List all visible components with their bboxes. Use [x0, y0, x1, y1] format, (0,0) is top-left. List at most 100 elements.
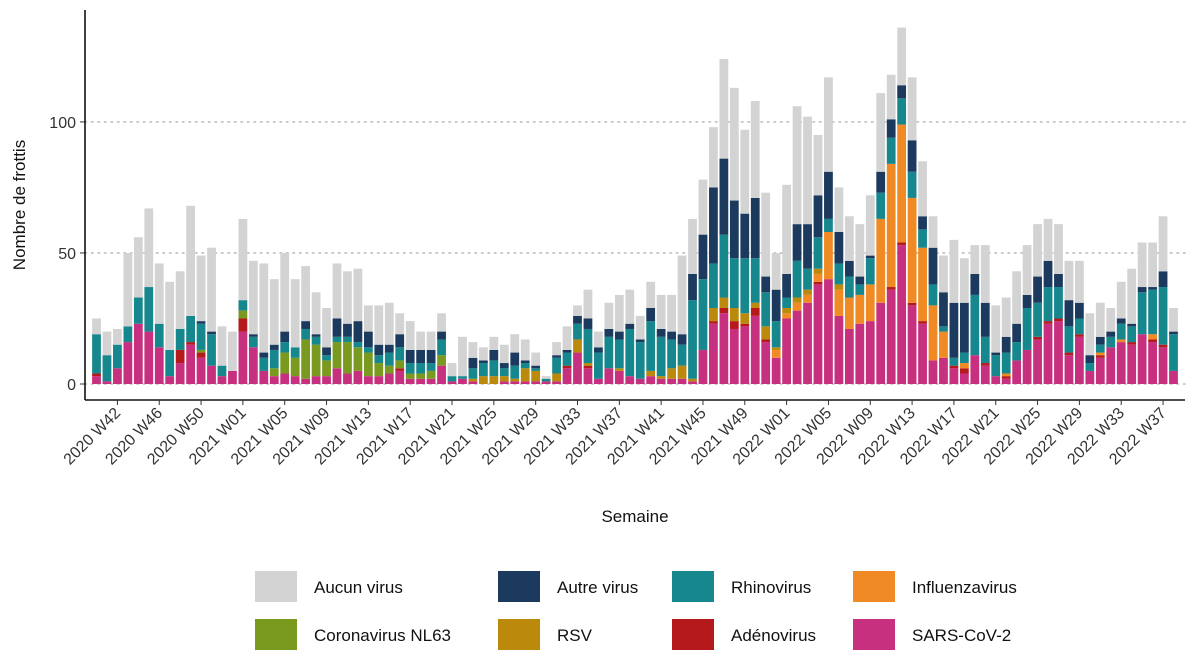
bar-segment: [824, 171, 833, 219]
bar-segment: [92, 318, 101, 335]
bar-segment: [437, 339, 446, 356]
bar-segment: [750, 258, 760, 303]
bar-segment: [1127, 326, 1137, 343]
bar-segment: [1064, 352, 1074, 356]
bar-segment: [1054, 321, 1063, 385]
bar-segment: [980, 302, 990, 337]
bar-segment: [531, 365, 541, 369]
bar-segment: [698, 279, 708, 350]
bar-segment: [1043, 260, 1053, 288]
bar-segment: [311, 292, 321, 335]
bar-segment: [876, 171, 886, 193]
bar-segment: [740, 323, 750, 327]
bar-segment: [92, 376, 101, 385]
bar-segment: [562, 368, 572, 385]
bar-segment: [269, 279, 279, 345]
y-axis-title: Nombre de frottis: [10, 140, 29, 270]
bar-segment: [353, 342, 363, 348]
bar-segment: [667, 378, 676, 385]
bar-segment: [782, 273, 792, 298]
bar-segment: [196, 349, 206, 353]
bar-segment: [928, 284, 938, 306]
bar-segment: [1127, 344, 1137, 385]
bar-segment: [761, 339, 771, 343]
bar-segment: [656, 376, 666, 379]
bar-segment: [322, 308, 331, 348]
bar-segment: [709, 321, 718, 324]
bar-segment: [363, 352, 373, 377]
bar-segment: [343, 323, 352, 337]
bar-segment: [248, 336, 258, 348]
bar-segment: [1148, 289, 1157, 335]
bar-segment: [813, 135, 823, 196]
bar-segment: [133, 297, 143, 324]
bar-segment: [1158, 216, 1168, 272]
bar-segment: [719, 313, 729, 385]
bar-segment: [102, 381, 112, 385]
bar-segment: [782, 308, 792, 314]
bar-segment: [1169, 334, 1178, 371]
bar-segment: [792, 260, 802, 298]
bar-segment: [813, 273, 823, 282]
bar-segment: [123, 252, 133, 327]
bar-segment: [468, 378, 478, 382]
bars: [92, 27, 1178, 385]
bar-segment: [604, 368, 614, 385]
bar-segment: [489, 360, 499, 377]
bar-segment: [813, 268, 823, 274]
bar-segment: [301, 266, 311, 322]
bar-segment: [510, 381, 520, 385]
bar-segment: [1148, 334, 1157, 340]
bar-segment: [426, 370, 436, 379]
bar-segment: [844, 328, 854, 385]
bar-segment: [750, 302, 760, 309]
bar-segment: [1043, 321, 1053, 324]
bar-segment: [363, 305, 373, 332]
bar-segment: [614, 370, 624, 385]
bar-segment: [792, 302, 802, 311]
bar-segment: [991, 355, 1001, 377]
bar-segment: [782, 318, 792, 385]
bar-segment: [1116, 323, 1126, 340]
bar-segment: [123, 342, 133, 385]
bar-segment: [949, 302, 959, 358]
bar-segment: [1095, 336, 1105, 345]
bar-segment: [1001, 376, 1011, 379]
bar-segment: [113, 368, 122, 385]
bar-segment: [1095, 302, 1105, 337]
bar-segment: [290, 357, 300, 377]
bar-segment: [1075, 334, 1084, 337]
bar-segment: [489, 376, 499, 385]
bar-segment: [918, 247, 927, 322]
bar-segment: [1148, 242, 1157, 288]
bar-segment: [207, 365, 216, 385]
bar-segment: [175, 363, 185, 385]
bar-segment: [876, 218, 886, 303]
bar-segment: [531, 352, 541, 366]
bar-segment: [834, 289, 844, 316]
legend-label: Coronavirus NL63: [314, 626, 451, 645]
bar-segment: [238, 310, 248, 319]
bar-segment: [667, 368, 676, 379]
bar-segment: [573, 352, 582, 385]
bar-segment: [677, 255, 687, 335]
bar-segment: [907, 302, 917, 306]
bar-segment: [269, 344, 279, 350]
bar-segment: [855, 276, 865, 285]
bar-segment: [1064, 355, 1074, 385]
bar-segment: [1116, 339, 1126, 343]
bar-segment: [165, 376, 175, 385]
bar-segment: [437, 365, 446, 385]
bar-segment: [740, 313, 750, 324]
bar-segment: [416, 349, 426, 364]
bar-segment: [761, 276, 771, 293]
bar-segment: [928, 305, 938, 361]
bar-segment: [175, 328, 185, 350]
bar-segment: [1169, 308, 1178, 332]
bar-segment: [729, 308, 739, 322]
bar-segment: [803, 289, 812, 295]
bar-segment: [259, 352, 269, 358]
bar-segment: [259, 357, 269, 371]
